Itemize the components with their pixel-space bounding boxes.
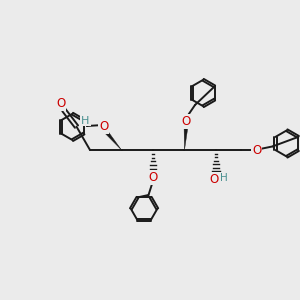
Text: O: O [209, 173, 218, 186]
Text: O: O [149, 171, 158, 184]
Text: H: H [81, 116, 90, 126]
Polygon shape [103, 129, 122, 150]
Text: O: O [56, 97, 65, 110]
Text: O: O [182, 115, 190, 128]
Text: H: H [220, 173, 227, 183]
Polygon shape [184, 127, 188, 150]
Text: O: O [252, 143, 261, 157]
Text: O: O [99, 120, 108, 134]
